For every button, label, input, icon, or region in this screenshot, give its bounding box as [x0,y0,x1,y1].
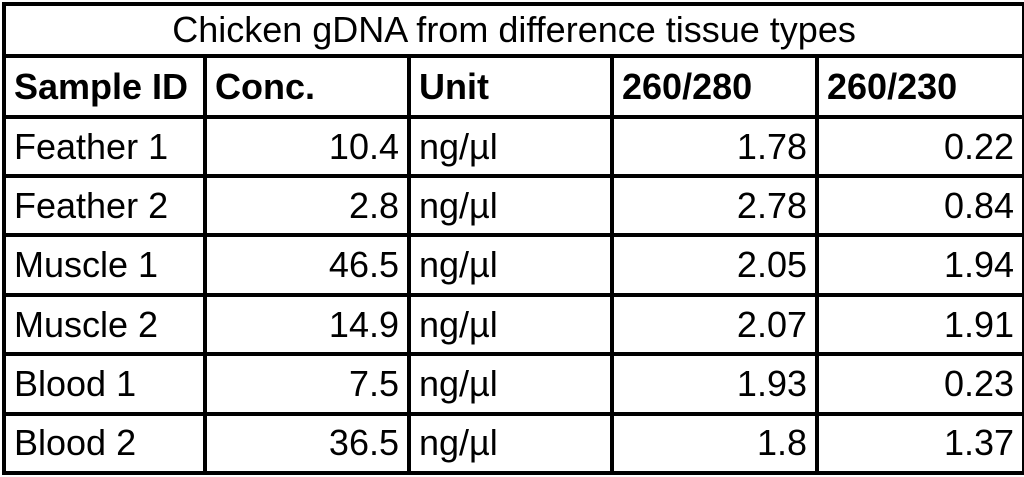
cell-260-230: 1.91 [814,292,1024,357]
cell-260-230: 0.23 [814,352,1024,416]
cell-conc: 10.4 [203,114,411,179]
cell-unit: ng/µl [407,411,614,476]
table-header-row: Sample ID Conc. Unit 260/280 260/230 [2,54,1024,119]
cell-260-280: 1.78 [610,114,819,179]
cell-unit: ng/µl [407,352,614,416]
cell-260-230: 1.94 [814,233,1024,297]
cell-260-230: 1.37 [814,411,1024,476]
table-row-muscle-2: Muscle 2 14.9 ng/µl 2.07 1.91 [2,292,1024,357]
column-header-unit: Unit [407,54,614,119]
cell-conc: 46.5 [203,233,411,297]
cell-conc: 7.5 [203,352,411,416]
cell-conc: 36.5 [203,411,411,476]
cell-sample-id: Blood 1 [2,352,207,416]
table-title-row: Chicken gDNA from difference tissue type… [1,1,1024,59]
cell-unit: ng/µl [407,292,614,357]
cell-conc: 2.8 [203,174,411,238]
column-header-conc: Conc. [203,54,411,119]
cell-260-280: 2.05 [610,233,819,297]
column-header-sample-id: Sample ID [2,54,207,119]
cell-260-280: 1.8 [610,411,819,476]
cell-260-230: 0.84 [814,174,1024,238]
cell-unit: ng/µl [407,233,614,297]
table-row-muscle-1: Muscle 1 46.5 ng/µl 2.05 1.94 [2,233,1024,297]
cell-sample-id: Muscle 2 [2,292,207,357]
table-title: Chicken gDNA from difference tissue type… [1,1,1024,59]
table-row-feather-1: Feather 1 10.4 ng/µl 1.78 0.22 [2,114,1024,179]
column-header-260-230: 260/230 [814,54,1024,119]
cell-conc: 14.9 [203,292,411,357]
cell-sample-id: Feather 2 [2,174,207,238]
cell-260-280: 2.78 [610,174,819,238]
cell-260-280: 2.07 [610,292,819,357]
cell-unit: ng/µl [407,114,614,179]
column-header-260-280: 260/280 [610,54,819,119]
cell-sample-id: Feather 1 [2,114,207,179]
cell-sample-id: Blood 2 [2,411,207,476]
table-row-blood-1: Blood 1 7.5 ng/µl 1.93 0.23 [2,352,1024,416]
cell-260-280: 1.93 [610,352,819,416]
cell-sample-id: Muscle 1 [2,233,207,297]
table-row-feather-2: Feather 2 2.8 ng/µl 2.78 0.84 [2,174,1024,238]
cell-260-230: 0.22 [814,114,1024,179]
cell-unit: ng/µl [407,174,614,238]
table-row-blood-2: Blood 2 36.5 ng/µl 1.8 1.37 [2,411,1024,476]
